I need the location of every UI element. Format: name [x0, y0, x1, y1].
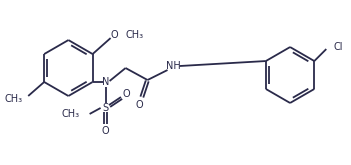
Text: CH₃: CH₃	[4, 94, 22, 104]
Text: N: N	[102, 77, 109, 87]
Text: Cl: Cl	[333, 42, 343, 52]
Text: O: O	[136, 100, 143, 110]
Text: CH₃: CH₃	[126, 30, 144, 40]
Text: O: O	[123, 89, 130, 99]
Text: O: O	[102, 126, 110, 136]
Text: NH: NH	[166, 61, 181, 71]
Text: S: S	[102, 103, 109, 113]
Text: CH₃: CH₃	[61, 109, 80, 119]
Text: O: O	[111, 30, 118, 40]
